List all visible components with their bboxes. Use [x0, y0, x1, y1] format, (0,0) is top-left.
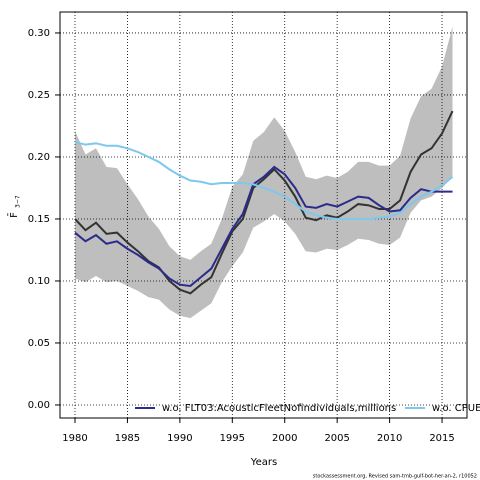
x-tick-label: 2005 [324, 433, 349, 444]
y-tick-label: 0.00 [28, 400, 50, 411]
y-tick-label: 0.20 [28, 152, 50, 163]
x-tick-label: 2000 [272, 433, 297, 444]
y-tick-label: 0.25 [28, 90, 50, 101]
footnote: stockassessment.org, Revised sam-tmb-gul… [313, 474, 477, 480]
y-axis-label: F̄ [7, 212, 20, 218]
y-tick-label: 0.30 [28, 28, 50, 39]
y-tick-label: 0.10 [28, 276, 50, 287]
series-line [74, 165, 453, 287]
y-axis-label-group: F̄ 3−7 [7, 195, 21, 218]
x-tick-label: 1990 [167, 433, 192, 444]
confidence-band [74, 26, 453, 319]
y-tick-label: 0.05 [28, 338, 50, 349]
y-axis-label-subscript: 3−7 [15, 195, 22, 208]
series-line [74, 110, 454, 295]
x-axis-label: Years [250, 457, 277, 468]
x-tick-label: 1995 [220, 433, 245, 444]
x-tick-label: 2010 [377, 433, 402, 444]
plot-frame [59, 11, 468, 419]
y-tick-label: 0.15 [28, 214, 50, 225]
series-line [74, 141, 454, 220]
x-tick-label: 1980 [62, 433, 87, 444]
legend-label: w.o. CPUE [432, 403, 480, 414]
legend-label: w.o. FLT03:AcousticFleetNofindividuals,m… [162, 403, 396, 414]
x-tick-label: 2015 [429, 433, 454, 444]
x-tick-label: 1985 [115, 433, 140, 444]
